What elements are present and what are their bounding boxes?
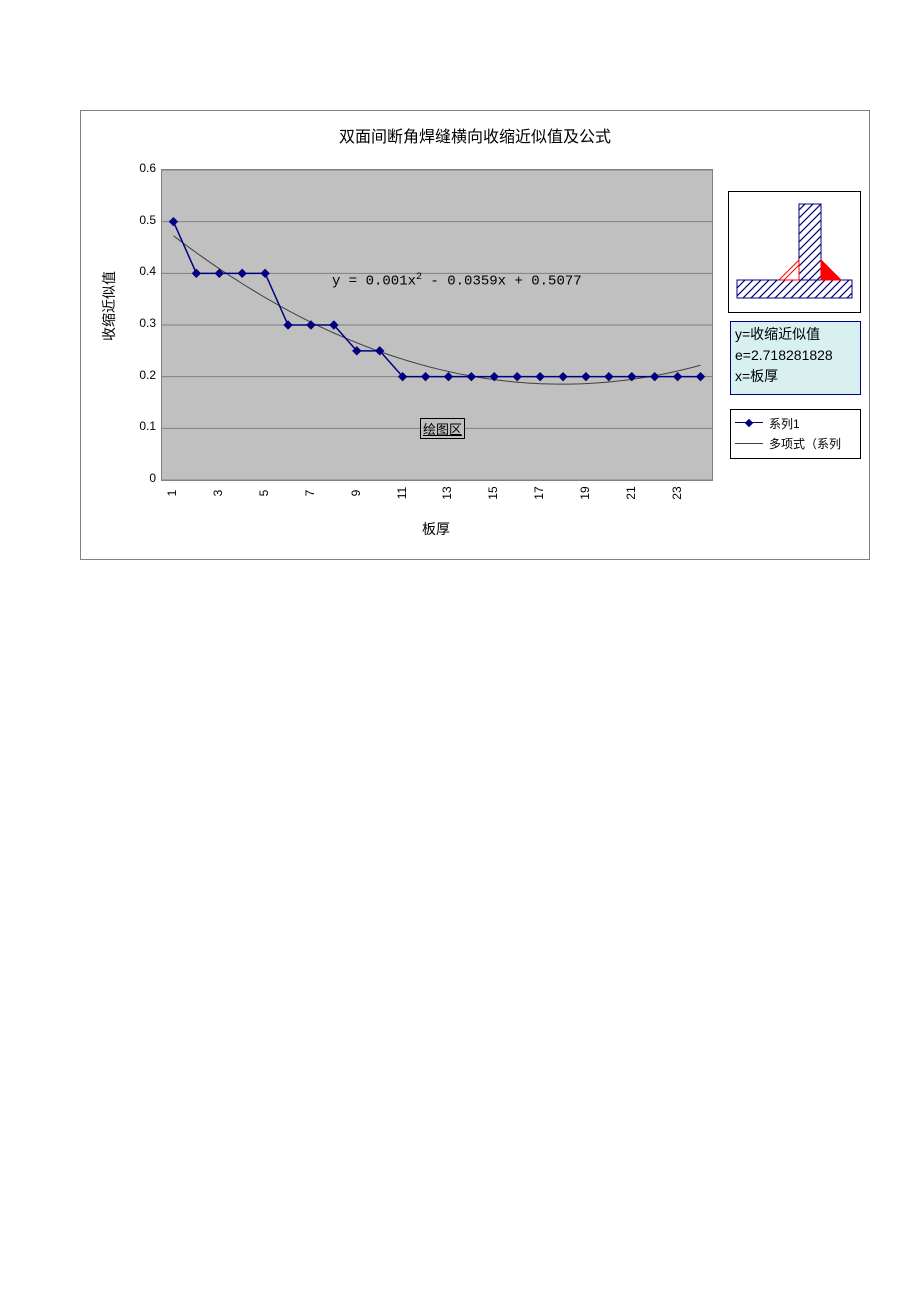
x-tick: 23 xyxy=(670,483,684,503)
x-tick: 9 xyxy=(349,483,363,503)
info-line-x: x=板厚 xyxy=(735,366,856,387)
x-tick: 3 xyxy=(211,483,225,503)
x-tick: 15 xyxy=(486,483,500,503)
y-tick: 0.2 xyxy=(126,368,156,382)
y-axis-label: 收缩近似值 xyxy=(99,271,119,341)
y-tick: 0.5 xyxy=(126,213,156,227)
y-tick: 0.4 xyxy=(126,264,156,278)
x-tick: 7 xyxy=(303,483,317,503)
info-line-e: e=2.718281828 xyxy=(735,345,856,366)
weld-diagram xyxy=(728,191,861,313)
x-axis-label: 板厚 xyxy=(161,519,711,539)
legend-line-icon xyxy=(735,443,763,444)
y-tick: 0.6 xyxy=(126,161,156,175)
x-tick: 21 xyxy=(624,483,638,503)
x-tick: 1 xyxy=(165,483,179,503)
x-tick: 5 xyxy=(257,483,271,503)
drawing-area-label: 绘图区 xyxy=(420,418,465,439)
y-tick: 0 xyxy=(126,471,156,485)
x-tick: 11 xyxy=(395,483,409,503)
chart-container: 双面间断角焊缝横向收缩近似值及公式 收缩近似值 板厚 0 0.1 0.2 0.3 0.4… xyxy=(80,110,870,560)
legend-item-series1: 系列1 xyxy=(735,413,856,433)
y-tick: 0.3 xyxy=(126,316,156,330)
plot-area: y = 0.001x2 - 0.0359x + 0.5077 绘图区 xyxy=(161,169,713,481)
y-tick: 0.1 xyxy=(126,419,156,433)
info-line-y: y=收缩近似值 xyxy=(735,324,856,345)
x-tick: 19 xyxy=(578,483,592,503)
legend-marker-icon xyxy=(735,418,763,428)
x-tick: 17 xyxy=(532,483,546,503)
legend: 系列1 多项式（系列 xyxy=(730,409,861,459)
legend-label-trendline: 多项式（系列 xyxy=(769,435,841,452)
x-tick: 13 xyxy=(440,483,454,503)
trendline-equation: y = 0.001x2 - 0.0359x + 0.5077 xyxy=(332,272,582,290)
legend-label-series1: 系列1 xyxy=(769,415,800,432)
legend-item-trendline: 多项式（系列 xyxy=(735,433,856,453)
info-box: y=收缩近似值 e=2.718281828 x=板厚 xyxy=(730,321,861,395)
chart-title: 双面间断角焊缝横向收缩近似值及公式 xyxy=(81,111,869,147)
